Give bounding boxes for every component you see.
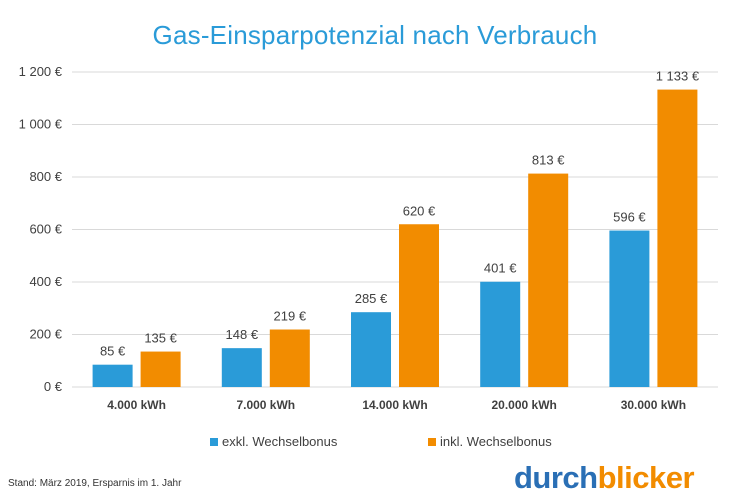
y-tick-label: 800 € [29, 169, 62, 184]
data-label: 285 € [355, 291, 388, 306]
logo-part-blicker: blicker [597, 460, 695, 495]
legend-item-exkl: exkl. Wechselbonus [210, 434, 337, 449]
bar [480, 281, 521, 387]
y-tick-label: 1 200 € [19, 64, 63, 79]
x-tick-label: 7.000 kWh [236, 398, 295, 412]
data-label: 219 € [274, 309, 307, 324]
legend: exkl. Wechselbonus inkl. Wechselbonus [0, 434, 750, 454]
bar [609, 230, 650, 387]
bar [351, 312, 391, 387]
data-label: 148 € [226, 327, 259, 342]
bar [657, 89, 698, 388]
y-tick-label: 1 000 € [19, 117, 63, 132]
data-label: 620 € [403, 203, 436, 218]
logo-part-durch: durch [514, 460, 598, 495]
bar [140, 351, 181, 387]
bar [221, 348, 262, 387]
x-tick-label: 14.000 kWh [362, 398, 427, 412]
y-tick-label: 400 € [29, 274, 62, 289]
data-label: 596 € [613, 210, 646, 225]
bar [92, 364, 133, 387]
bar [269, 329, 310, 387]
data-label: 1 133 € [656, 69, 700, 84]
y-tick-label: 200 € [29, 327, 62, 342]
data-label: 85 € [100, 344, 126, 359]
chart-title: Gas-Einsparpotenzial nach Verbrauch [152, 20, 598, 50]
legend-swatch-exkl [210, 437, 218, 446]
bar [399, 224, 439, 387]
y-tick-label: 0 € [44, 379, 63, 394]
x-tick-label: 20.000 kWh [492, 398, 557, 412]
x-tick-label: 4.000 kWh [107, 398, 166, 412]
data-label: 401 € [484, 261, 517, 276]
brand-logo: durchblicker [514, 460, 695, 496]
data-label: 135 € [144, 331, 177, 346]
bar [528, 173, 569, 387]
data-label: 813 € [532, 153, 565, 168]
legend-item-inkl: inkl. Wechselbonus [428, 434, 552, 449]
x-tick-label: 30.000 kWh [621, 398, 686, 412]
y-tick-label: 600 € [29, 222, 62, 237]
footnote: Stand: März 2019, Ersparnis im 1. Jahr [8, 478, 182, 489]
legend-label-inkl: inkl. Wechselbonus [440, 434, 552, 449]
legend-label-exkl: exkl. Wechselbonus [222, 434, 338, 449]
legend-swatch-inkl [428, 437, 436, 446]
